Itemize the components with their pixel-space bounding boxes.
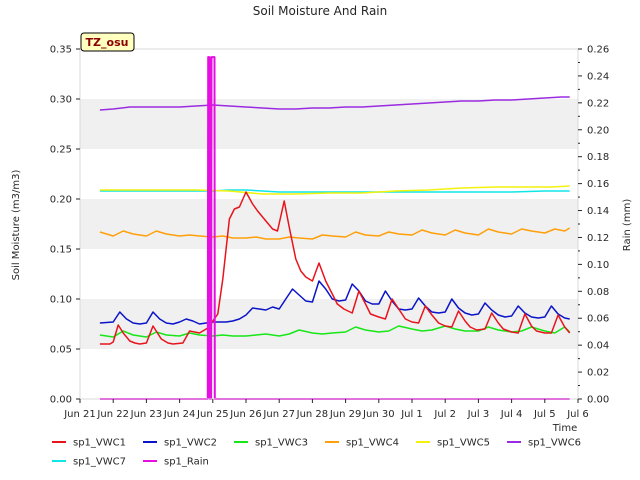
grid-band: [80, 299, 578, 349]
y-axis-left: 0.00 0.05 0.10 0.15 0.20 0.25 0.30 0.35: [50, 45, 80, 406]
y2-tick-label: 0.10: [587, 260, 609, 271]
series-line-sp1-vwc4: [99, 227, 571, 240]
x-tick-label: Jun 26: [229, 409, 262, 420]
y-axis-right: 0.00 0.02 0.04 0.06 0.08 0.10 0.12 0.14 0.16 0.18…: [578, 45, 609, 406]
series-line-sp1-vwc6: [99, 96, 570, 111]
legend-label: sp1_Rain: [164, 457, 209, 468]
site-badge-label: TZ_osu: [86, 36, 129, 49]
chart-title: Soil Moisture And Rain: [253, 4, 388, 18]
legend-item-sp1-vwc7: sp1_VWC7: [52, 457, 126, 468]
legend-item-sp1-vwc4: sp1_VWC4: [325, 438, 399, 449]
legend-item-sp1-vwc5: sp1_VWC5: [416, 438, 490, 449]
series-line-sp1-vwc3: [99, 325, 571, 338]
y2-tick-label: 0.22: [587, 98, 609, 109]
y-tick-label: 0.20: [50, 195, 72, 206]
y-tick-label: 0.10: [50, 295, 72, 306]
grid-bands: [80, 49, 578, 399]
y-tick-label: 0.15: [50, 245, 72, 256]
legend-item-sp1-vwc2: sp1_VWC2: [143, 438, 217, 449]
x-tick-label: Jun 30: [362, 409, 395, 420]
y2-tick-label: 0.08: [587, 287, 609, 298]
y2-tick-label: 0.02: [587, 368, 609, 379]
x-tick-label: Jul 1: [400, 409, 423, 420]
legend-label: sp1_VWC4: [346, 438, 399, 449]
y-tick-label: 0.30: [50, 95, 72, 106]
legend-label: sp1_VWC5: [437, 438, 490, 449]
y2-tick-label: 0.20: [587, 125, 609, 136]
y2-tick-label: 0.12: [587, 233, 609, 244]
y-tick-label: 0.35: [50, 45, 72, 56]
legend-label: sp1_VWC3: [255, 438, 308, 449]
y2-tick-label: 0.00: [587, 395, 609, 406]
y2-tick-label: 0.16: [587, 179, 609, 190]
y2-tick-label: 0.18: [587, 152, 609, 163]
x-tick-label: Jun 22: [96, 409, 129, 420]
site-badge-box: [80, 32, 135, 52]
x-tick-label: Jun 29: [329, 409, 362, 420]
legend: sp1_VWC1 sp1_VWC2 sp1_VWC3 sp1_VWC4 sp1_VWC5…: [52, 438, 581, 468]
x-tick-label: Jun 23: [130, 409, 163, 420]
legend-item-sp1-vwc3: sp1_VWC3: [234, 438, 308, 449]
y2-tick-label: 0.06: [587, 314, 609, 325]
y2-tick-label: 0.26: [587, 45, 609, 56]
x-tick-label: Jul 2: [433, 409, 456, 420]
legend-label: sp1_VWC6: [528, 438, 581, 449]
legend-item-sp1-vwc1: sp1_VWC1: [52, 438, 126, 449]
x-axis: Jun 21 Jun 22 Jun 23 Jun 24 Jun 25 Jun 26 Jun …: [63, 399, 589, 420]
x-tick-label: Jul 6: [566, 409, 589, 420]
y-tick-label: 0.05: [50, 345, 72, 356]
x-tick-label: Jun 27: [262, 409, 295, 420]
legend-item-sp1-vwc6: sp1_VWC6: [507, 438, 581, 449]
x-tick-label: Jun 25: [196, 409, 229, 420]
legend-label: sp1_VWC2: [164, 438, 217, 449]
x-tick-label: Jun 21: [63, 409, 96, 420]
legend-item-sp1-rain: sp1_Rain: [143, 457, 209, 468]
y-axis-title: Soil Moisture (m3/m3): [11, 170, 22, 281]
series-line-sp1-vwc2: [99, 280, 570, 325]
x-tick-label: Jun 28: [296, 409, 329, 420]
x-tick-label: Jun 24: [163, 409, 196, 420]
y2-tick-label: 0.24: [587, 71, 609, 82]
x-tick-label: Jul 5: [533, 409, 556, 420]
x-axis-title: Time: [552, 423, 577, 434]
y2-axis-title: Rain (mm): [622, 199, 633, 252]
site-badge: TZ_osu: [80, 32, 135, 52]
grid-band: [80, 199, 578, 249]
legend-label: sp1_VWC1: [73, 438, 126, 449]
y2-tick-label: 0.14: [587, 206, 609, 217]
y-tick-label: 0.25: [50, 145, 72, 156]
series-line-sp1-vwc5: [99, 185, 570, 195]
y-tick-label: 0.00: [50, 395, 72, 406]
x-tick-label: Jul 3: [467, 409, 490, 420]
y2-tick-label: 0.04: [587, 341, 609, 352]
x-tick-label: Jul 4: [500, 409, 523, 420]
series-line-sp1-vwc1: [99, 191, 571, 345]
legend-label: sp1_VWC7: [73, 457, 126, 468]
